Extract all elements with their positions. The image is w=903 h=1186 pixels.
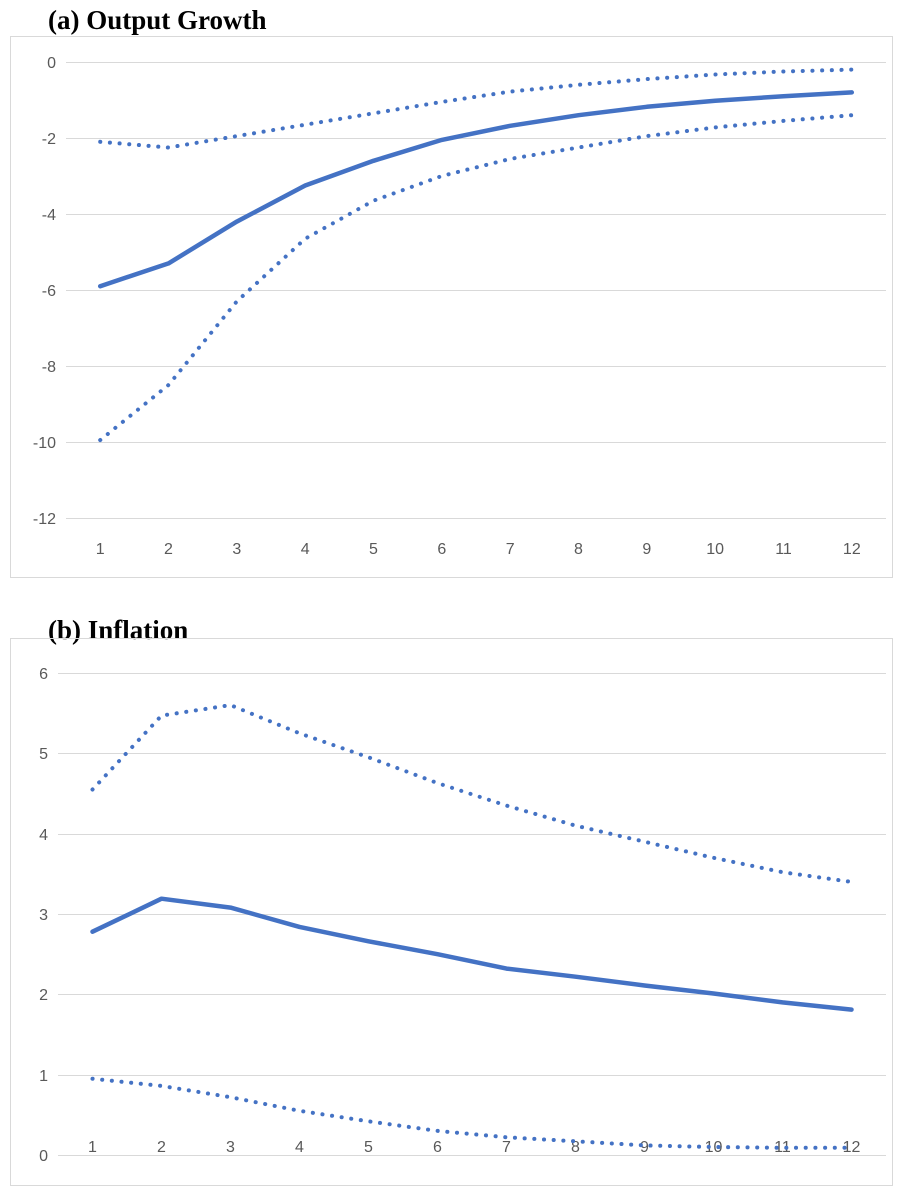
- x-tick-label: 8: [571, 1139, 580, 1156]
- x-tick-label: 2: [164, 541, 173, 558]
- x-tick-label: 12: [843, 1139, 861, 1156]
- x-tick-label: 5: [364, 1139, 373, 1156]
- y-tick-label: 0: [39, 1148, 48, 1165]
- x-tick-label: 2: [157, 1139, 166, 1156]
- x-tick-label: 11: [774, 1139, 791, 1156]
- x-tick-label: 11: [775, 541, 792, 558]
- x-tick-label: 7: [502, 1139, 511, 1156]
- chart-a-title: (a) Output Growth: [48, 5, 267, 35]
- y-tick-label: 0: [47, 55, 56, 72]
- x-tick-label: 1: [96, 541, 105, 558]
- x-tick-label: 3: [226, 1139, 235, 1156]
- series-line-upper-band: [98, 67, 854, 150]
- x-tick-label: 10: [705, 1139, 723, 1156]
- x-tick-label: 12: [843, 541, 861, 558]
- y-tick-label: -2: [42, 131, 56, 148]
- y-tick-label: -8: [42, 359, 56, 376]
- y-tick-label: -12: [33, 511, 56, 528]
- x-tick-label: 9: [640, 1139, 649, 1156]
- series-line-lower-band: [90, 1076, 854, 1150]
- series-line-estimate: [90, 896, 854, 1012]
- y-tick-label: -10: [33, 435, 56, 452]
- y-tick-label: -4: [42, 207, 56, 224]
- series-line-upper-band: [90, 703, 854, 884]
- chart-frame: [10, 638, 893, 1186]
- x-tick-label: 4: [301, 541, 310, 558]
- y-tick-label: 3: [39, 907, 48, 924]
- series-line-estimate: [97, 90, 855, 289]
- x-tick-label: 10: [706, 541, 724, 558]
- y-tick-label: 1: [39, 1068, 48, 1085]
- y-tick-label: 6: [39, 666, 48, 683]
- x-tick-label: 4: [295, 1139, 304, 1156]
- x-tick-label: 6: [433, 1139, 442, 1156]
- x-tick-label: 6: [437, 541, 446, 558]
- y-tick-label: -6: [42, 283, 56, 300]
- y-tick-label: 5: [39, 746, 48, 763]
- chart-frame: [10, 36, 893, 578]
- x-tick-label: 7: [506, 541, 515, 558]
- x-tick-label: 9: [642, 541, 651, 558]
- chart-output-growth: 0-2-4-6-8-10-121 2 3 4 5 6 7 8 9 10 11 12: [10, 36, 893, 578]
- x-tick-label: 8: [574, 541, 583, 558]
- x-tick-label: 5: [369, 541, 378, 558]
- y-tick-label: 2: [39, 987, 48, 1004]
- series-line-lower-band: [98, 113, 854, 443]
- x-tick-label: 3: [232, 541, 241, 558]
- y-tick-label: 4: [39, 827, 48, 844]
- x-tick-label: 1: [88, 1139, 97, 1156]
